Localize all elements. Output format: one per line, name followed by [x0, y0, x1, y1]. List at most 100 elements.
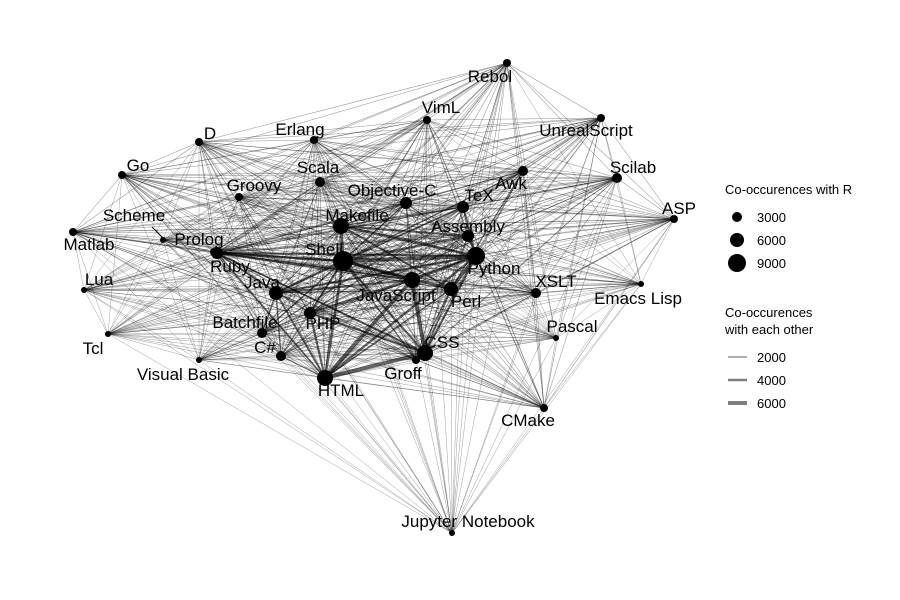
edge-emacs-lisp-css — [424, 283, 642, 354]
edge-groovy-xslt — [238, 196, 537, 294]
edge-c--cmake — [280, 355, 545, 409]
edge-asp-prolog — [213, 218, 675, 253]
edge-unrealscript-emacs-lisp — [600, 117, 642, 285]
edge-prolog-jupyter-notebook — [213, 251, 453, 534]
edge-perl-html — [324, 288, 452, 379]
edge-scala-asp — [319, 181, 675, 220]
edge-lua-emacs-lisp — [83, 283, 642, 291]
edge-batchfile-groff — [261, 332, 417, 361]
edge-ruby-jupyter-notebook — [216, 252, 453, 534]
edge-scilab-matlab — [72, 177, 618, 233]
edge-lua-css — [83, 289, 426, 354]
node-go — [118, 171, 126, 179]
edge-assembly-java — [275, 235, 469, 294]
edge-tex-matlab — [72, 206, 464, 233]
edge-shell-tcl — [107, 260, 344, 335]
node-perl — [444, 282, 458, 296]
edge-scala-objective-c — [319, 181, 407, 204]
node-label-rebol: Rebol — [468, 67, 512, 86]
edge-php-pascal — [309, 312, 557, 339]
edge-batchfile-pascal — [261, 332, 557, 339]
edge-javascript-html — [323, 278, 414, 380]
edge-objective-c-pascal — [405, 202, 557, 339]
edge-java-html — [275, 292, 326, 379]
edge-groovy-assembly — [238, 196, 469, 237]
edge-java-css — [275, 292, 426, 354]
edge-scala-assembly — [319, 181, 469, 237]
edge-scilab-perl — [450, 177, 618, 290]
edge-rebol-assembly — [467, 62, 508, 237]
node-label-batchfile: Batchfile — [212, 313, 277, 332]
edge-assembly-jupyter-notebook — [451, 235, 469, 534]
edge-makefile-batchfile — [261, 225, 342, 334]
edge-awk-prolog — [213, 170, 524, 253]
node-assembly — [462, 230, 474, 242]
edge-viml-tcl — [107, 119, 428, 335]
edge-go-groovy — [121, 174, 240, 198]
edge-groff-html — [324, 359, 417, 379]
edge-viml-html — [324, 119, 428, 379]
edge-tcl-jupyter-notebook — [107, 333, 453, 534]
edge-d-shell — [198, 141, 344, 262]
edge-erlang-makefile — [313, 139, 342, 227]
edge-javascript-css — [410, 279, 427, 354]
edge-erlang-css — [313, 139, 426, 354]
edge-java-jupyter-notebook — [275, 292, 453, 534]
edge-viml-scala — [319, 119, 428, 183]
edge-d-matlab — [72, 141, 200, 233]
edge-d-jupyter-notebook — [198, 141, 453, 534]
edge-assembly-matlab — [72, 231, 469, 237]
edge-unrealscript-groff — [415, 117, 602, 361]
edge-objective-c-lua — [83, 202, 407, 291]
node-css — [417, 345, 433, 361]
edge-viml-cmake — [426, 119, 545, 409]
edge-unrealscript-python — [475, 117, 602, 257]
edge-scheme-tcl — [107, 239, 164, 335]
edge-pascal-html — [324, 337, 557, 379]
edge-go-prolog — [121, 174, 215, 253]
edge-d-batchfile — [198, 141, 263, 334]
edge-unrealscript-groovy — [238, 117, 602, 198]
edge-asp-c- — [280, 218, 675, 357]
legend-node-dot-3000 — [732, 212, 742, 222]
edge-objective-c-makefile — [340, 202, 407, 227]
edge-d-go — [121, 141, 200, 176]
edge-viml-asp — [426, 119, 675, 220]
edge-pascal-jupyter-notebook — [451, 337, 557, 534]
edge-rebol-scala — [319, 62, 508, 183]
edge-lua-java — [83, 289, 277, 294]
edge-perl-c- — [280, 288, 452, 357]
edge-unrealscript-objective-c — [405, 117, 602, 204]
edge-unrealscript-cmake — [543, 117, 602, 409]
edge-shell-visual-basic — [198, 260, 344, 361]
edge-groovy-groff — [238, 196, 417, 361]
edge-rebol-python — [475, 62, 508, 257]
edge-scheme-ruby — [162, 239, 218, 254]
edge-scheme-matlab — [72, 231, 164, 241]
node-rebol — [503, 59, 511, 67]
edge-makefile-matlab — [72, 225, 342, 233]
legend-node-dot-6000 — [730, 233, 744, 247]
edge-javascript-visual-basic — [198, 279, 413, 361]
edge-matlab-tcl — [72, 231, 109, 335]
node-label-unrealscript: UnrealScript — [539, 121, 633, 140]
edge-viml-assembly — [426, 119, 469, 237]
edge-erlang-scheme — [162, 139, 315, 241]
legend-edge-label-6000: 6000 — [757, 396, 786, 411]
edge-lua-cmake — [83, 289, 545, 409]
edge-groovy-scheme — [162, 196, 240, 241]
edge-objective-c-scheme — [162, 202, 407, 241]
edge-scala-shell — [319, 181, 344, 262]
edge-erlang-python — [313, 139, 477, 257]
edge-groovy-objective-c — [238, 196, 407, 204]
edge-perl-jupyter-notebook — [450, 288, 453, 534]
edge-awk-scheme — [162, 170, 524, 241]
edge-css-cmake — [424, 352, 545, 409]
edge-lua-groff — [83, 289, 417, 361]
edge-tex-xslt — [462, 206, 537, 294]
edge-makefile-emacs-lisp — [340, 225, 642, 285]
edge-ruby-lua — [83, 252, 218, 291]
edge-awk-emacs-lisp — [522, 170, 642, 285]
node-label-lua: Lua — [85, 270, 114, 289]
node-label-makefile: Makefile — [325, 206, 388, 225]
